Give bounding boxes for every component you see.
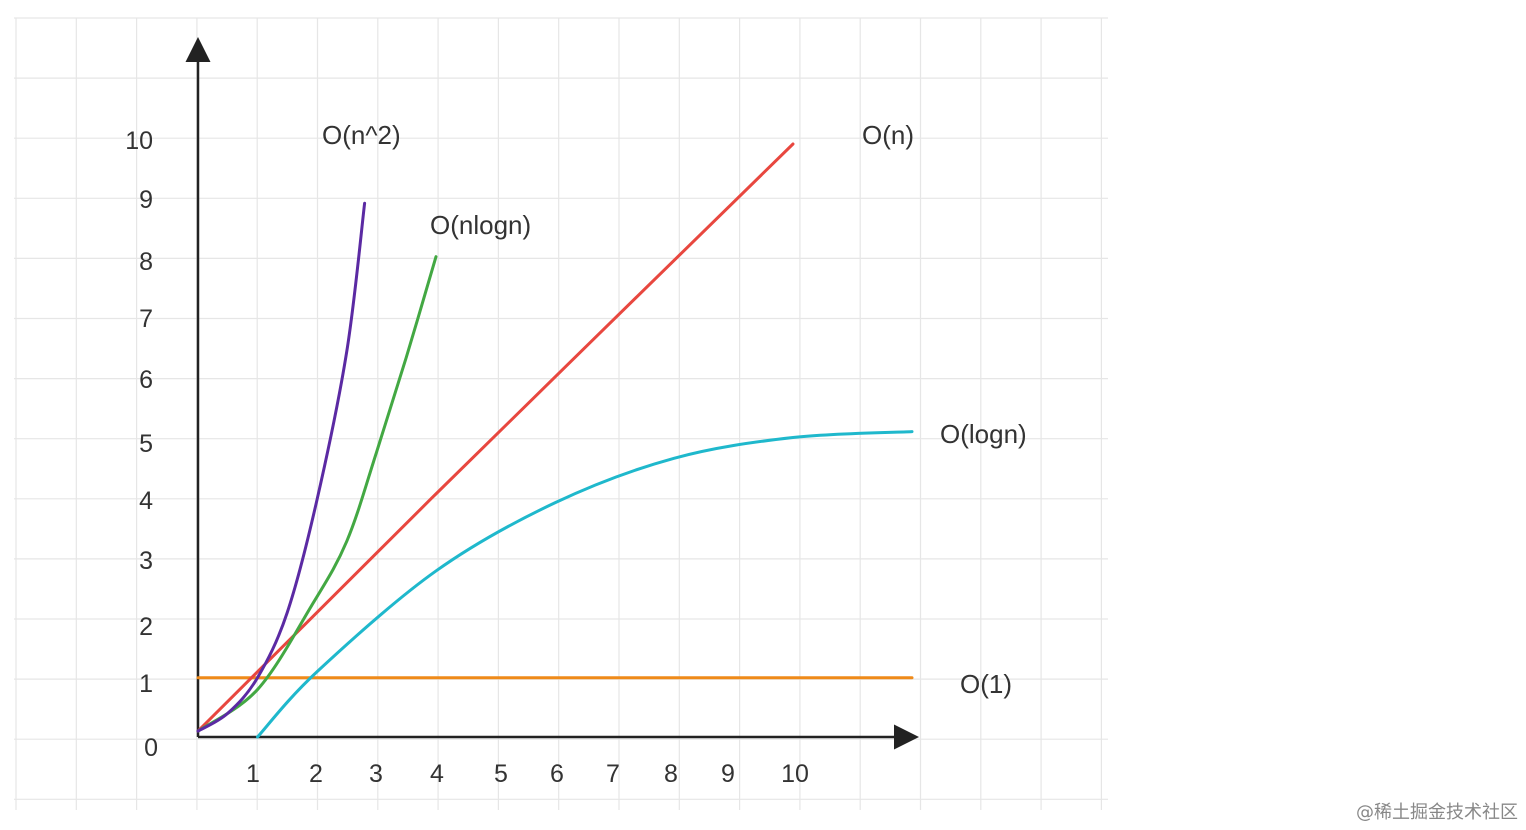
series-line-o-n-2- [196, 201, 367, 733]
y-tick-label: 2 [139, 613, 153, 641]
y-tick-label: 10 [125, 127, 153, 155]
y-tick-label: 0 [144, 734, 158, 762]
series-label-o-nlogn-: O(nlogn) [430, 210, 531, 240]
x-tick-label: 6 [550, 760, 564, 788]
y-tick-label: 5 [139, 430, 153, 458]
x-tick-label: 7 [606, 760, 620, 788]
x-tick-label: 10 [781, 760, 809, 788]
watermark: @稀土掘金技术社区 [1356, 802, 1518, 823]
series-labels: O(n^2) O(nlogn) O(n) O(logn) O(1) [322, 120, 1027, 699]
y-tick-label: 6 [139, 366, 153, 394]
y-tick-label: 1 [139, 670, 153, 698]
y-tick-label: 9 [139, 186, 153, 214]
x-tick-label: 4 [430, 760, 444, 788]
y-tick-label: 3 [139, 547, 153, 575]
series-label-o-n-: O(n) [862, 120, 914, 150]
series-line-o-n- [196, 142, 795, 733]
y-tick-labels: 0 1 2 3 4 5 6 7 8 9 10 [125, 127, 158, 762]
x-tick-labels: 1 2 3 4 5 6 7 8 9 10 [246, 760, 809, 788]
x-tick-label: 9 [721, 760, 735, 788]
series-line-o-logn- [256, 430, 914, 739]
y-tick-label: 8 [139, 248, 153, 276]
x-tick-label: 8 [664, 760, 678, 788]
series-lines [196, 142, 914, 739]
grid [14, 17, 1108, 810]
series-label-o-1-: O(1) [960, 669, 1012, 699]
x-tick-label: 2 [309, 760, 323, 788]
series-label-o-n-2-: O(n^2) [322, 120, 401, 150]
y-tick-label: 7 [139, 305, 153, 333]
x-tick-label: 1 [246, 760, 260, 788]
x-tick-label: 5 [494, 760, 508, 788]
axes [185, 37, 919, 750]
y-tick-label: 4 [139, 487, 153, 515]
series-label-o-logn-: O(logn) [940, 419, 1027, 449]
x-tick-label: 3 [369, 760, 383, 788]
series-line-o-nlogn- [196, 255, 438, 733]
